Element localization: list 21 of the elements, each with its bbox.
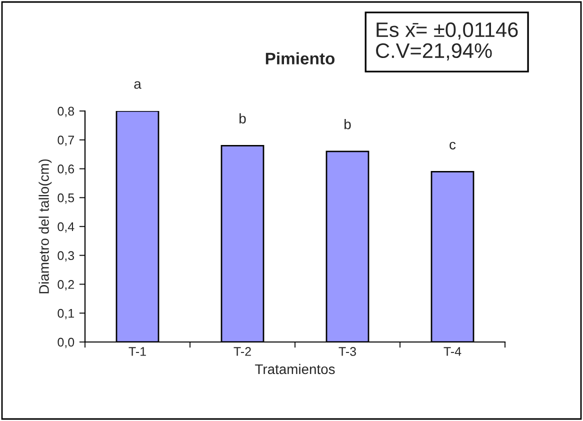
y-tick-label: 0,2 [58,280,74,290]
annotation: b [344,119,351,130]
annotation: a [134,81,142,89]
y-tick-label: 0,5 [58,193,74,204]
annotation: c [450,142,456,150]
y-tick-label: 0,0 [58,338,74,348]
x-tick-label: T-4 [444,347,462,356]
y-axis-title: Diametro del tallo(cm) [38,159,52,294]
y-tick-label: 0,8 [58,106,74,118]
text: Es x̄= ±0,01146 C.V=21,94% [376,22,518,61]
annotation: b [240,113,246,124]
y-tick-label: 0,7 [58,136,74,146]
x-tick-label: T-2 [234,347,251,356]
y-tick-label: 0,1 [58,308,74,320]
chart-title: Pimiento [266,52,335,64]
y-tick-label: 0,4 [58,222,74,233]
y-tick-label: 0,3 [58,251,74,262]
x-axis-title: Tratamientos [255,364,335,374]
x-tick-label: T-1 [128,347,146,356]
y-tick-label: 0,6 [58,164,74,175]
x-tick-label: T-3 [338,347,356,356]
